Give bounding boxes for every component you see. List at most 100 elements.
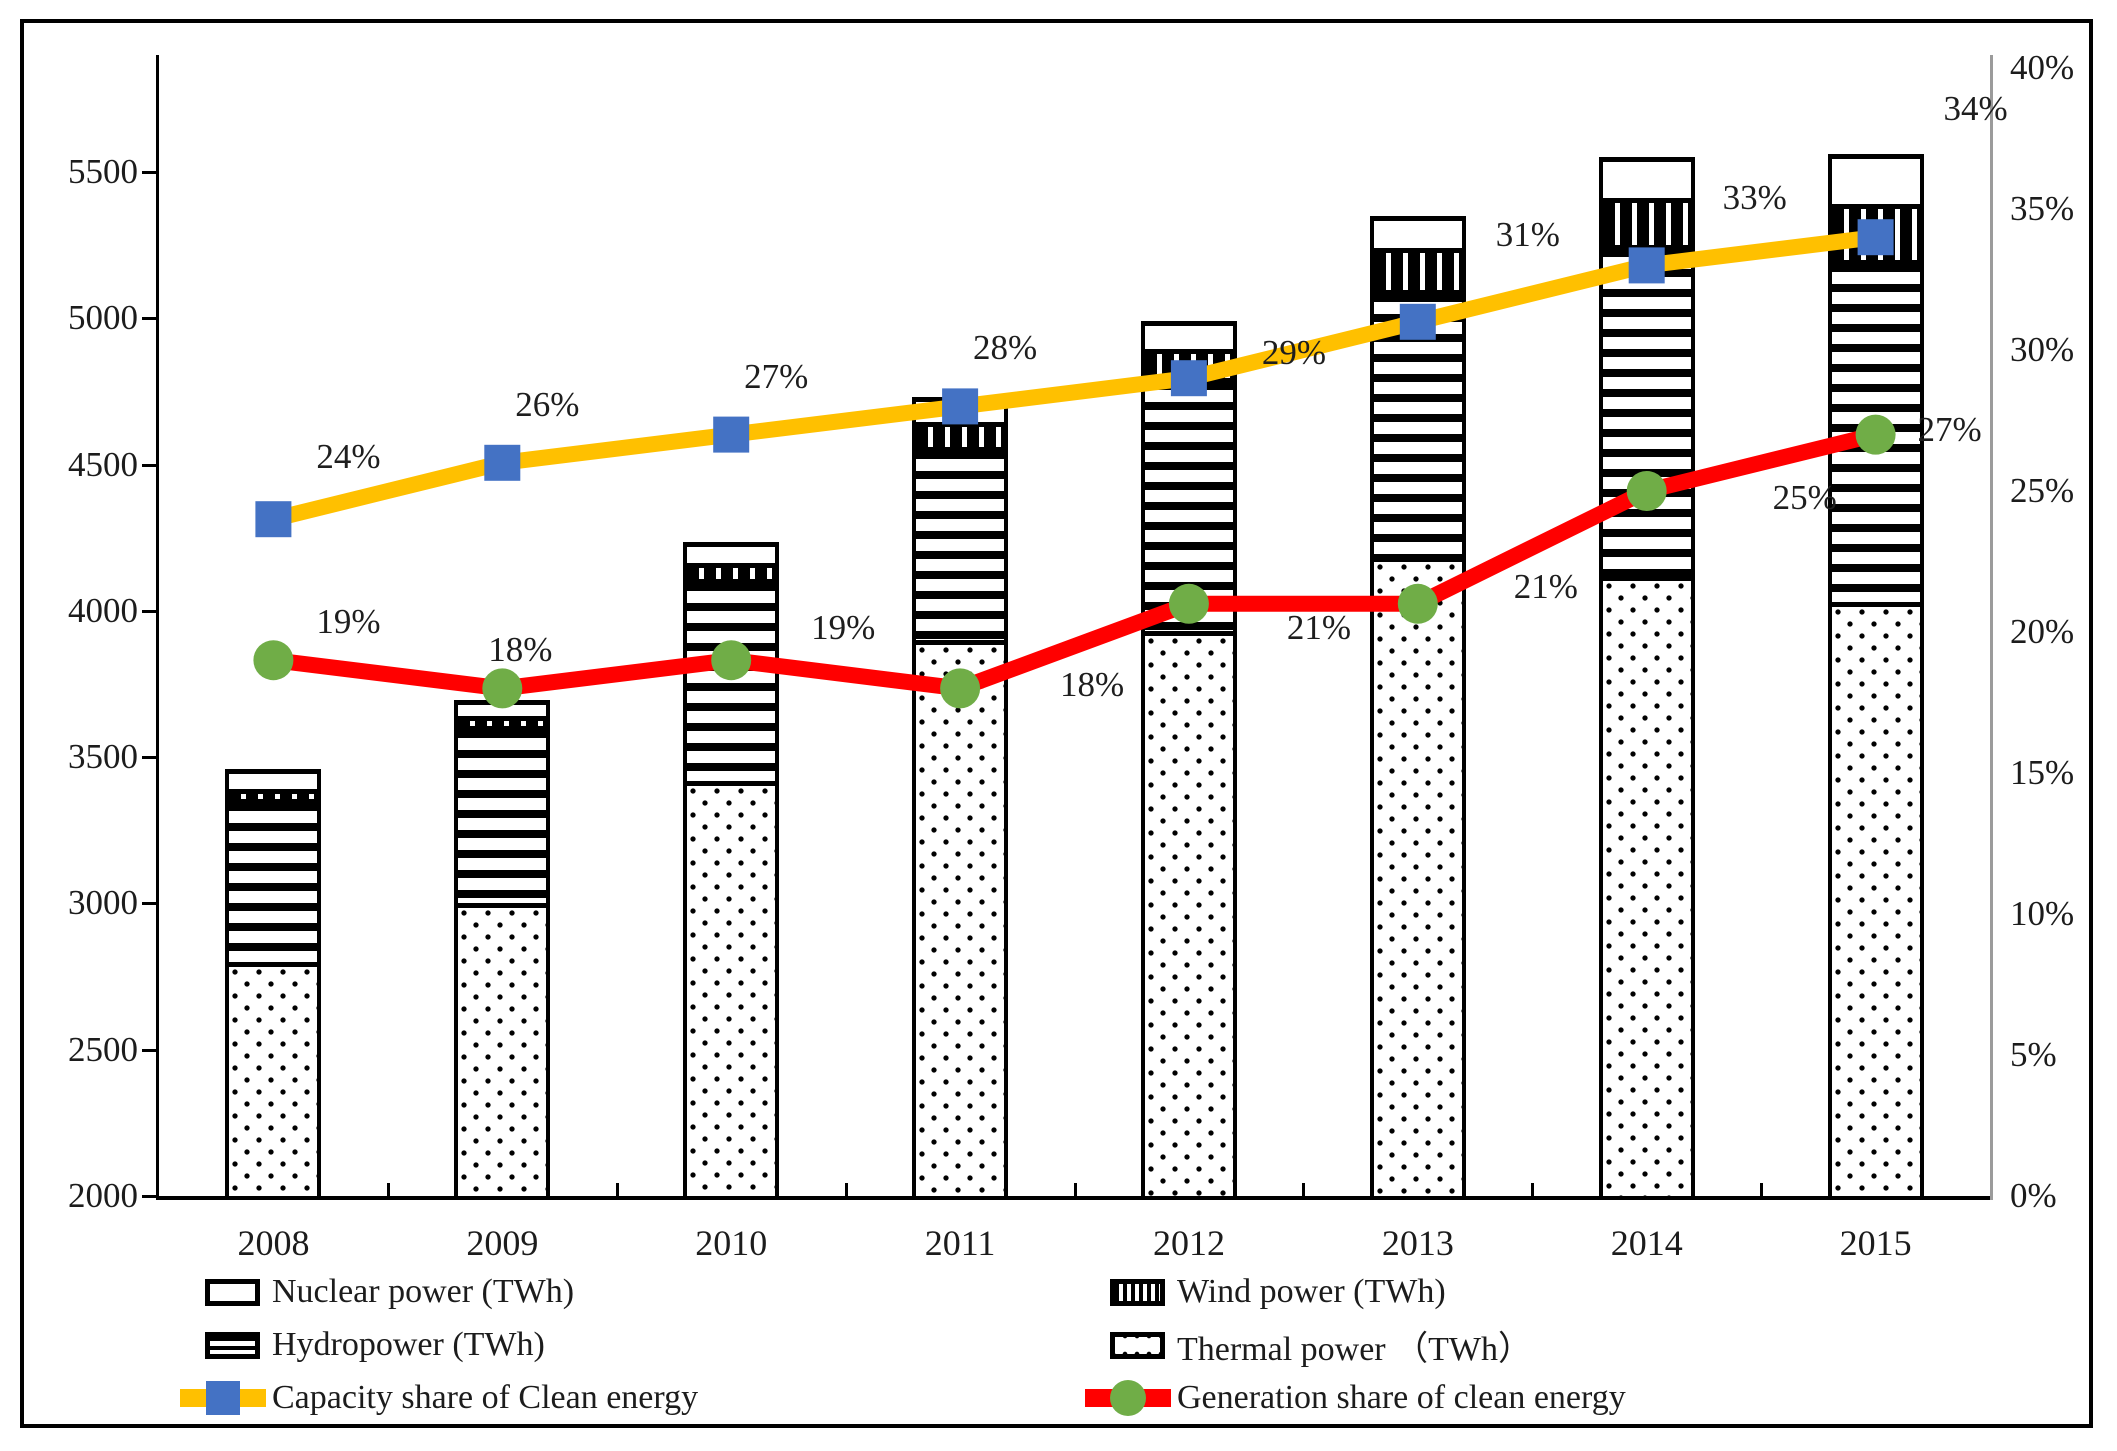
y-axis-tick [142,317,156,321]
x-axis-category-label: 2015 [1839,1223,1912,1263]
y-axis-tick [142,171,156,174]
secondary-axis-tick-label: 10% [2010,894,2075,933]
y-axis-tick-label: 3000 [68,883,138,923]
secondary-axis-tick-label: 15% [2010,753,2075,792]
bar-2011-dots [912,640,1009,1196]
nuclear-swatch-icon [205,1278,260,1306]
stacked-bar-2015 [1827,154,1924,1196]
y-axis-tick-label: 4500 [68,444,138,484]
generation-share-label-2014: 25% [1772,478,1837,517]
capacity-share-label-2009: 26% [515,384,580,424]
legend-label-thermal: Thermal power （TWh） [1177,1330,1532,1368]
stacked-bar-2011 [912,397,1009,1196]
x-axis-tick [1760,1183,1764,1196]
generation-share-label-2013: 21% [1513,566,1578,606]
bar-2015-vertical-stripes [1827,204,1924,260]
bar-2012-plain-white [1140,321,1237,349]
x-axis-category-label: 2011 [924,1223,996,1263]
y-axis-tick [142,902,156,906]
legend-item-thermal: Thermal power （TWh） [1085,1323,1532,1368]
bar-2009-plain-white [454,700,551,717]
legend-item-hydro: Hydropower (TWh) [180,1323,545,1367]
generation-share-label-2012: 21% [1286,607,1352,647]
x-axis-category-label: 2014 [1610,1223,1683,1263]
secondary-axis-tick-label: 5% [2010,1035,2057,1074]
legend-label-nuclear: Nuclear power (TWh) [272,1273,575,1310]
secondary-axis-tick-label: 0% [2010,1176,2057,1215]
x-axis-category-label: 2012 [1152,1223,1225,1263]
stacked-bar-2013 [1369,215,1466,1196]
x-axis-tick [386,1183,390,1196]
bar-2011-vertical-stripes [912,422,1009,448]
x-axis-category-label: 2010 [695,1223,768,1263]
bar-2008-vertical-stripes [225,789,322,800]
generation-share-label-2009: 18% [488,630,553,670]
bar-2012-vertical-stripes [1140,348,1237,379]
stacked-bar-2009 [454,700,551,1196]
legend-item-wind: Wind power (TWh) [1085,1270,1446,1314]
stacked-bar-2014 [1598,157,1695,1196]
capacity-line-swatch-icon [180,1381,266,1415]
legend-label-wind: Wind power (TWh) [1177,1273,1446,1310]
bar-2009-dots [454,903,551,1196]
x-axis-tick [1073,1183,1077,1196]
y-axis-tick-label: 2000 [68,1176,138,1215]
secondary-axis-tick-label: 30% [2010,330,2075,369]
y-axis-tick [142,756,156,760]
bar-2014-horizontal-stripes [1598,245,1695,576]
bar-2011-horizontal-stripes [912,447,1009,641]
generation-share-label-2010: 19% [811,608,876,648]
stacked-bar-2010 [683,542,780,1196]
bar-2009-vertical-stripes [454,716,551,727]
bar-2011-plain-white [912,397,1009,423]
bar-2009-horizontal-stripes [454,726,551,904]
generation-line-swatch-icon [1085,1380,1171,1416]
bar-2014-vertical-stripes [1598,198,1695,246]
legend-label-hydro: Hydropower (TWh) [272,1326,545,1363]
wind-swatch-icon [1110,1278,1165,1306]
secondary-axis-tick-label: 25% [2010,471,2075,510]
bar-2015-dots [1827,601,1924,1196]
secondary-axis-tick-label: 20% [2010,612,2075,651]
x-axis-category-label: 2009 [466,1223,539,1263]
x-axis-tick [615,1183,619,1196]
bar-2015-plain-white [1827,154,1924,205]
bar-2012-dots [1140,631,1237,1196]
y-axis-tick-label: 5500 [68,152,138,191]
x-axis-line [156,1196,1993,1200]
y-axis-tick [142,1195,156,1198]
y-axis-line [156,55,159,1199]
thermal-swatch-icon [1110,1331,1165,1359]
hydro-swatch-icon [205,1331,260,1359]
stacked-bar-2008 [225,768,322,1196]
y-axis-tick [142,1048,156,1052]
bar-2013-dots [1369,556,1466,1196]
capacity-share-label-2011: 28% [972,328,1038,368]
figure-border [20,19,2093,1428]
capacity-share-label-2014: 33% [1722,178,1787,218]
bar-2008-plain-white [225,768,322,790]
capacity-share-label-2013: 31% [1495,214,1560,254]
bar-2014-plain-white [1598,157,1695,199]
secondary-axis-tick-label: 35% [2010,189,2075,228]
capacity-share-label-2015: 34% [1943,89,2008,129]
secondary-axis-line [1990,55,1993,1200]
secondary-axis-tick-label: 40% [2010,48,2075,87]
legend-label-capacity: Capacity share of Clean energy [272,1379,699,1416]
x-axis-category-label: 2008 [237,1223,310,1263]
bar-2015-horizontal-stripes [1827,259,1924,602]
bar-2010-horizontal-stripes [683,578,780,781]
y-axis-tick-label: 2500 [68,1029,138,1069]
bar-2008-dots [225,961,322,1196]
capacity-share-label-2010: 27% [744,356,809,396]
generation-share-label-2011: 18% [1059,665,1125,705]
bar-2013-plain-white [1369,215,1466,249]
capacity-share-label-2012: 29% [1261,333,1327,373]
bar-2010-vertical-stripes [683,562,780,579]
legend-item-capacity: Capacity share of Clean energy [180,1376,698,1420]
x-axis-tick [844,1183,848,1196]
bar-2008-horizontal-stripes [225,799,322,962]
legend-item-nuclear: Nuclear power (TWh) [180,1270,574,1314]
legend-label-generation: Generation share of clean energy [1177,1379,1626,1416]
y-axis-tick-label: 4000 [68,590,138,630]
